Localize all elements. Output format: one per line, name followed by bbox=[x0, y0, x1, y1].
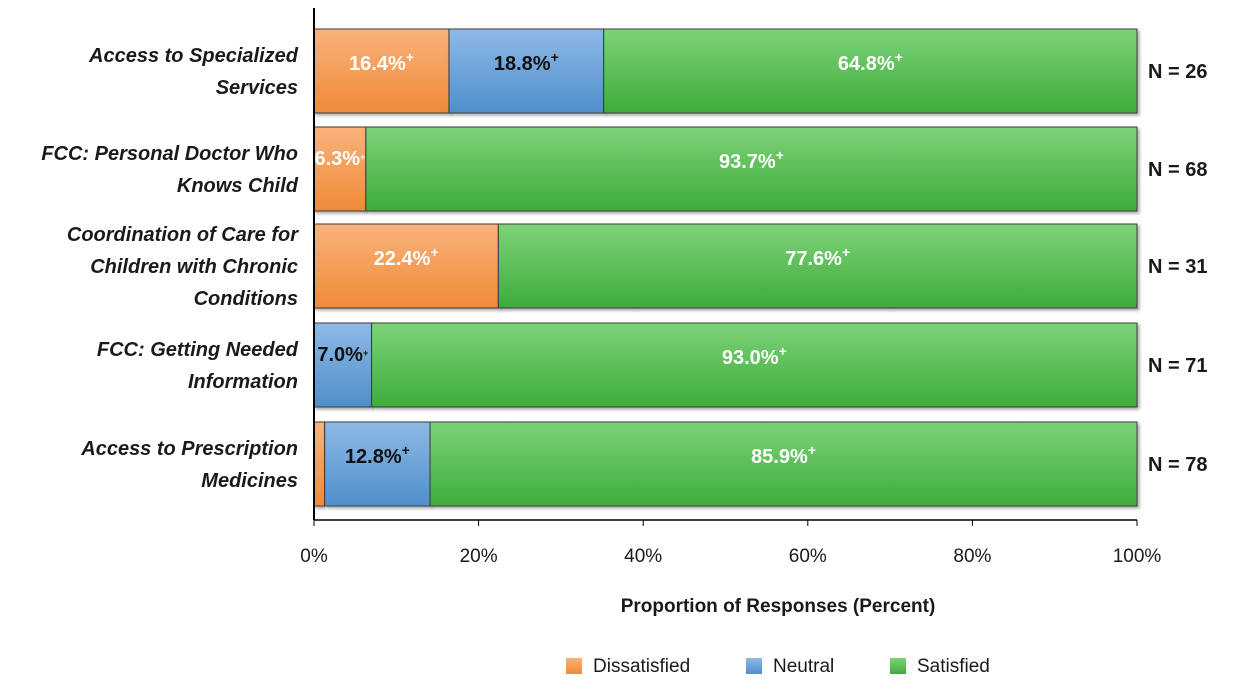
data-label-satisfied-4: 93.0%+ bbox=[722, 343, 787, 369]
x-tick-label: 0% bbox=[300, 546, 328, 567]
data-label-dissatisfied-3: 22.4%+ bbox=[374, 244, 439, 270]
legend-swatch-dissatisfied bbox=[566, 658, 582, 674]
x-axis-title: Proportion of Responses (Percent) bbox=[621, 596, 936, 617]
bar-dissatisfied-2 bbox=[313, 126, 367, 212]
bar-dissatisfied-5 bbox=[313, 421, 326, 507]
legend-label-dissatisfied: Dissatisfied bbox=[593, 656, 690, 677]
n-count-4: N = 71 bbox=[1148, 355, 1207, 377]
category-label-4: FCC: Getting Needed Information bbox=[97, 339, 299, 393]
bar-satisfied-4 bbox=[371, 322, 1138, 408]
bar-neutral-1 bbox=[448, 28, 605, 114]
category-label-5: Access to Prescription Medicines bbox=[80, 438, 298, 492]
x-tick-label: 100% bbox=[1113, 546, 1162, 567]
axis-layer: 0% 20% 40% 60% 80% 100% Proportion of Response… bbox=[300, 8, 1161, 617]
x-tick-label: 20% bbox=[460, 546, 498, 567]
bar-dissatisfied-3 bbox=[313, 223, 499, 309]
n-count-5: N = 78 bbox=[1148, 454, 1207, 476]
data-label-satisfied-1: 64.8%+ bbox=[838, 49, 903, 75]
bar-satisfied-3 bbox=[497, 223, 1138, 309]
data-label-satisfied-2: 93.7%+ bbox=[719, 147, 784, 173]
bars-layer bbox=[313, 28, 1138, 507]
x-tick-label: 80% bbox=[953, 546, 991, 567]
bar-satisfied-5 bbox=[429, 421, 1138, 507]
category-label-3: Coordination of Care for Children with Ch… bbox=[67, 224, 299, 310]
legend-swatch-satisfied bbox=[890, 658, 906, 674]
bar-satisfied-1 bbox=[603, 28, 1138, 114]
bar-neutral-5 bbox=[324, 421, 431, 507]
x-tick-label: 40% bbox=[624, 546, 662, 567]
category-label-2: FCC: Personal Doctor Who Knows Child bbox=[41, 143, 298, 197]
legend-label-satisfied: Satisfied bbox=[917, 656, 990, 677]
data-label-neutral-5: 12.8%+ bbox=[345, 442, 410, 468]
data-label-dissatisfied-1: 16.4%+ bbox=[349, 49, 414, 75]
bar-satisfied-2 bbox=[365, 126, 1138, 212]
data-label-neutral-4: 7.0%+ bbox=[317, 344, 368, 366]
bar-dissatisfied-1 bbox=[313, 28, 450, 114]
data-label-satisfied-5: 85.9%+ bbox=[751, 442, 816, 468]
labels-layer: 16.4%+ 18.8%+ 64.8%+ Access to Specialized S… bbox=[41, 45, 1207, 492]
x-tick-label: 60% bbox=[789, 546, 827, 567]
legend: Dissatisfied Neutral Satisfied bbox=[566, 656, 990, 677]
n-count-2: N = 68 bbox=[1148, 159, 1207, 181]
data-label-neutral-1: 18.8%+ bbox=[494, 49, 559, 75]
legend-swatch-neutral bbox=[746, 658, 762, 674]
n-count-3: N = 31 bbox=[1148, 256, 1207, 278]
category-label-1: Access to Specialized Services bbox=[88, 45, 299, 99]
legend-label-neutral: Neutral bbox=[773, 656, 834, 677]
n-count-1: N = 26 bbox=[1148, 61, 1207, 83]
data-label-dissatisfied-2: 6.3%+ bbox=[314, 148, 365, 170]
data-label-satisfied-3: 77.6%+ bbox=[785, 244, 850, 270]
